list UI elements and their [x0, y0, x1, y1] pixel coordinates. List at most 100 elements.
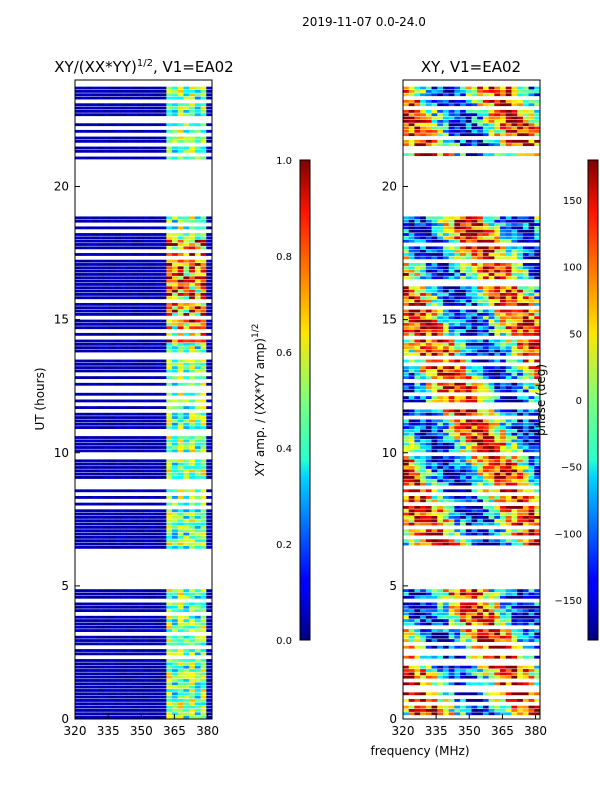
heatmap-cell [103, 103, 110, 107]
heatmap-cell [149, 369, 156, 373]
heatmap-cell [154, 89, 161, 93]
heatmap-cell [431, 399, 438, 403]
heatmap-cell [97, 349, 104, 353]
heatmap-cell [137, 615, 144, 619]
heatmap-cell [437, 712, 444, 716]
heatmap-cell [75, 625, 82, 629]
heatmap-cell [200, 426, 207, 429]
heatmap-cell [137, 319, 144, 323]
heatmap-cell [408, 602, 415, 606]
heatmap-cell [109, 609, 116, 612]
heatmap-cell [97, 629, 104, 632]
heatmap-cell [75, 649, 82, 652]
heatmap-cell [511, 595, 518, 599]
heatmap-cell [528, 466, 535, 469]
heatmap-cell [86, 326, 93, 330]
heatmap-cell [471, 372, 478, 376]
heatmap-cell [160, 362, 167, 366]
heatmap-cell [488, 519, 495, 523]
heatmap-cell [442, 476, 449, 479]
heatmap-cell [442, 612, 449, 616]
heatmap-cell [465, 712, 472, 716]
heatmap-cell [206, 622, 213, 626]
heatmap-cell [194, 649, 201, 652]
heatmap-cell [534, 426, 541, 429]
heatmap-cell [166, 622, 173, 626]
heatmap-cell [517, 432, 524, 436]
heatmap-cell [488, 346, 495, 350]
heatmap-cell [448, 669, 455, 672]
heatmap-cell [494, 655, 501, 659]
heatmap-cell [437, 399, 444, 403]
heatmap-cell [517, 449, 524, 453]
heatmap-cell [442, 316, 449, 320]
heatmap-cell [488, 622, 495, 626]
heatmap-cell [166, 532, 173, 536]
heatmap-cell [517, 522, 524, 526]
heatmap-cell [420, 499, 427, 503]
heatmap-cell [75, 279, 82, 283]
heatmap-cell [137, 382, 144, 386]
heatmap-cell [522, 672, 529, 676]
heatmap-cell [206, 705, 213, 709]
heatmap-cell [420, 469, 427, 473]
heatmap-cell [86, 312, 93, 316]
heatmap-cell [517, 332, 524, 336]
heatmap-cell [126, 342, 133, 346]
heatmap-cell [143, 263, 150, 266]
heatmap-cell [471, 532, 478, 536]
heatmap-cell [528, 509, 535, 513]
heatmap-cell [511, 605, 518, 609]
heatmap-cell [114, 236, 121, 240]
heatmap-cell [80, 422, 87, 426]
heatmap-cell [189, 642, 196, 646]
heatmap-cell [420, 712, 427, 716]
heatmap-cell [206, 362, 213, 366]
heatmap-cell [494, 532, 501, 536]
heatmap-cell [183, 619, 190, 622]
heatmap-cell [189, 96, 196, 100]
heatmap-cell [172, 466, 179, 469]
heatmap-cell [183, 146, 190, 150]
heatmap-cell [120, 695, 127, 699]
heatmap-cell [160, 273, 167, 276]
heatmap-cell [454, 512, 461, 516]
heatmap-cell [517, 476, 524, 479]
heatmap-cell [137, 682, 144, 686]
heatmap-cell [75, 416, 82, 419]
heatmap-cell [454, 462, 461, 466]
heatmap-cell [471, 622, 478, 626]
heatmap-cell [528, 436, 535, 439]
heatmap-cell [160, 615, 167, 619]
heatmap-cell [86, 615, 93, 619]
heatmap-cell [109, 279, 116, 283]
heatmap-cell [189, 695, 196, 699]
heatmap-cell [200, 489, 207, 493]
heatmap-cell [103, 296, 110, 300]
heatmap-cell [488, 359, 495, 363]
heatmap-cell [137, 709, 144, 712]
heatmap-cell [528, 449, 535, 453]
heatmap-cell [160, 243, 167, 246]
heatmap-cell [75, 605, 82, 609]
heatmap-cell [132, 675, 139, 679]
heatmap-cell [80, 326, 87, 330]
heatmap-cell [437, 522, 444, 526]
heatmap-cell [177, 276, 184, 280]
heatmap-cell [431, 366, 438, 370]
heatmap-cell [154, 406, 161, 409]
heatmap-cell [120, 283, 127, 286]
heatmap-cell [137, 123, 144, 127]
heatmap-cell [420, 705, 427, 709]
heatmap-cell [137, 216, 144, 220]
heatmap-cell [172, 309, 179, 313]
heatmap-cell [183, 93, 190, 97]
heatmap-cell [488, 302, 495, 306]
heatmap-cell [517, 682, 524, 686]
heatmap-cell [189, 259, 196, 263]
heatmap-cell [471, 369, 478, 373]
heatmap-cell [149, 496, 156, 499]
heatmap-cell [206, 462, 213, 466]
heatmap-cell [126, 123, 133, 127]
heatmap-cell [143, 515, 150, 519]
